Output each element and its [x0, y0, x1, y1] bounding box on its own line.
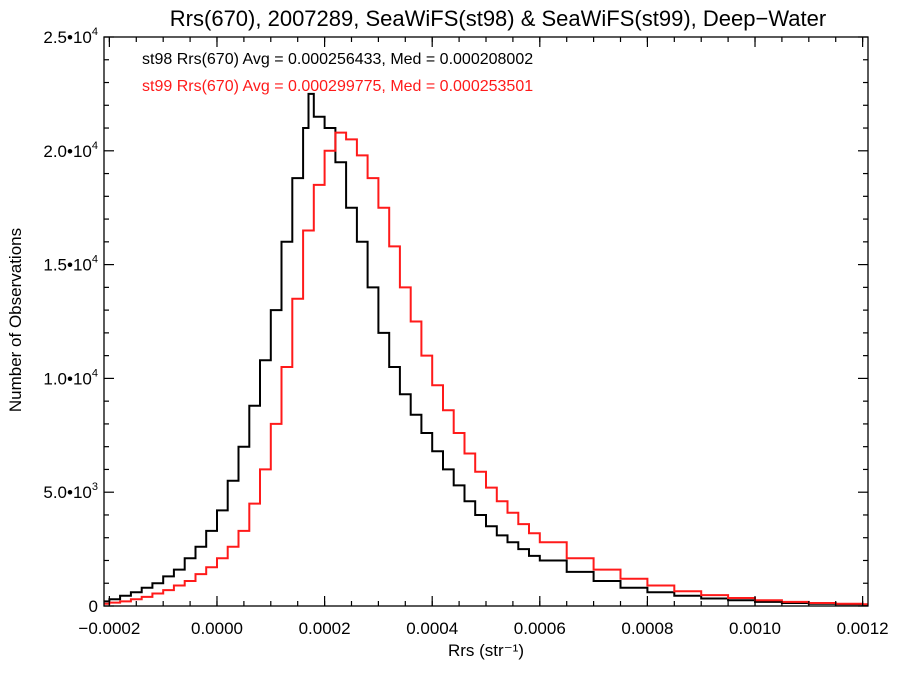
x-tick-label: 0.0006 — [514, 619, 566, 638]
x-tick-label: 0.0004 — [406, 619, 458, 638]
x-tick-label: 0.0012 — [837, 619, 889, 638]
legend: st98 Rrs(670) Avg = 0.000256433, Med = 0… — [142, 51, 533, 95]
x-tick-label: 0.0002 — [299, 619, 351, 638]
y-tick-label: 5.0•103 — [43, 481, 98, 502]
y-tick-label: 2.5•104 — [43, 26, 98, 47]
x-tick-label: 0.0000 — [191, 619, 243, 638]
y-tick-label: 2.0•104 — [43, 140, 98, 161]
legend-entry-st98: st98 Rrs(670) Avg = 0.000256433, Med = 0… — [142, 51, 533, 68]
series-st98-histogram — [104, 92, 868, 606]
y-tick-label: 1.0•104 — [43, 367, 98, 388]
legend-entry-st99: st99 Rrs(670) Avg = 0.000299775, Med = 0… — [142, 78, 533, 95]
x-tick-label: 0.0010 — [729, 619, 781, 638]
series-st99-histogram — [104, 131, 868, 606]
series-layer — [104, 92, 868, 606]
axis-ticks: −0.0002 0.0000 0.0002 0.0004 0.0006 0.0008 0.0… — [43, 26, 888, 638]
y-tick-label: 0 — [89, 597, 98, 616]
x-axis-label: Rrs (str⁻¹) — [448, 641, 524, 660]
chart-title: Rrs(670), 2007289, SeaWiFS(st98) & SeaWi… — [170, 6, 826, 31]
y-tick-label: 1.5•104 — [43, 254, 98, 275]
x-tick-label: 0.0008 — [621, 619, 673, 638]
y-axis-label: Number of Observations — [6, 228, 25, 412]
x-tick-label: −0.0002 — [78, 619, 140, 638]
